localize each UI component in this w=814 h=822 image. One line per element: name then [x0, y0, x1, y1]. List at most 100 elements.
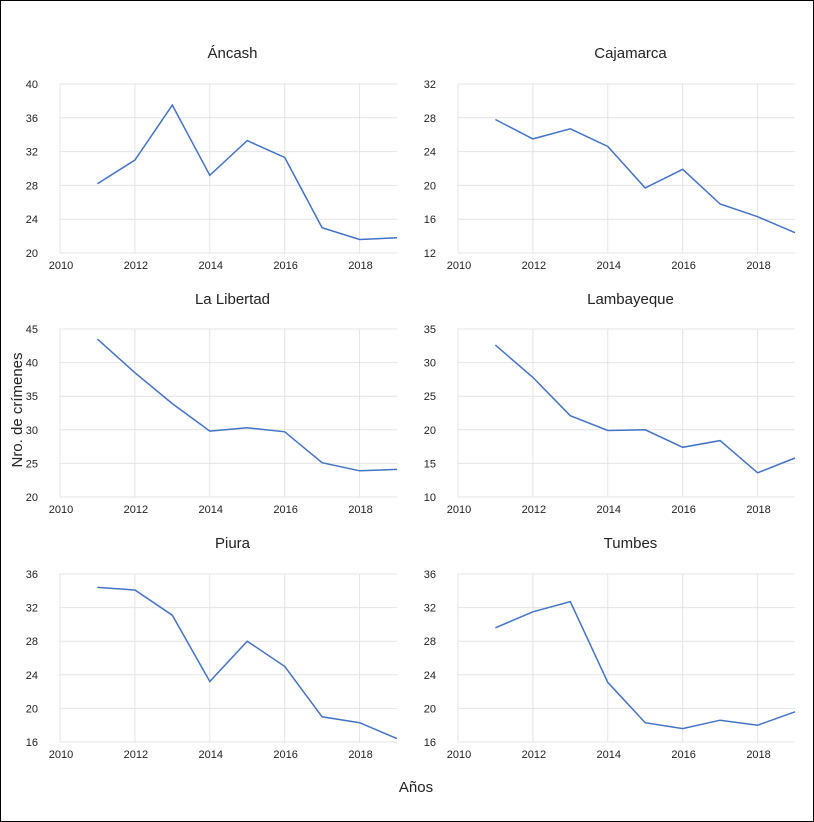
x-tick-label: 2010 — [49, 749, 73, 761]
series-line — [495, 118, 796, 234]
data-point — [532, 138, 534, 140]
y-tick-label: 20 — [424, 703, 436, 715]
x-tick-label: 2014 — [597, 260, 621, 272]
panel-title: Tumbes — [604, 535, 658, 552]
y-tick-label: 24 — [424, 147, 436, 159]
data-point — [607, 681, 609, 683]
series-line — [97, 103, 398, 241]
data-point — [283, 431, 285, 433]
y-tick-label: 45 — [26, 324, 38, 336]
y-tick-label: 28 — [424, 113, 436, 125]
x-tick-label: 2014 — [597, 504, 621, 516]
y-tick-label: 32 — [26, 603, 38, 615]
data-point — [321, 226, 323, 228]
x-tick-label: 2018 — [348, 749, 372, 761]
y-tick-label: 28 — [26, 636, 38, 648]
x-tick-label: 2014 — [199, 504, 223, 516]
chart-panel: 12 16 20 24 28 32 2010 2012 2014 2016 2018 Cajamarc… — [424, 45, 796, 272]
data-point — [96, 586, 98, 588]
data-point — [719, 439, 721, 441]
panel-title: Cajamarca — [594, 45, 667, 62]
x-tick-label: 2012 — [522, 749, 546, 761]
data-point — [209, 430, 211, 432]
data-point — [794, 457, 796, 459]
y-tick-label: 30 — [26, 425, 38, 437]
x-tick-label: 2010 — [447, 260, 471, 272]
data-point — [569, 601, 571, 603]
y-tick-label: 35 — [26, 391, 38, 403]
chart-panel: 10 15 20 25 30 35 2010 2012 2014 2016 2018 Lambayeq… — [424, 291, 796, 516]
chart-panel: 16 20 24 28 32 36 2010 2012 2014 2016 2018 Tumbes — [424, 535, 796, 761]
data-point — [134, 371, 136, 373]
y-tick-label: 40 — [26, 358, 38, 370]
y-tick-label: 20 — [26, 248, 38, 260]
y-tick-label: 12 — [424, 248, 436, 260]
x-tick-label: 2018 — [348, 504, 372, 516]
x-tick-label: 2012 — [522, 504, 546, 516]
y-tick-label: 20 — [424, 180, 436, 192]
y-tick-label: 32 — [424, 603, 436, 615]
data-point — [96, 338, 98, 340]
data-point — [321, 716, 323, 718]
y-tick-label: 32 — [26, 147, 38, 159]
data-point — [569, 414, 571, 416]
data-point — [681, 168, 683, 170]
x-tick-label: 2018 — [746, 260, 770, 272]
y-tick-label: 36 — [26, 113, 38, 125]
y-tick-label: 25 — [26, 458, 38, 470]
data-point — [719, 719, 721, 721]
series-line — [494, 344, 796, 474]
data-point — [607, 145, 609, 147]
data-point — [794, 711, 796, 713]
x-tick-label: 2016 — [671, 260, 695, 272]
y-tick-label: 16 — [424, 214, 436, 226]
data-point — [532, 376, 534, 378]
data-point — [494, 627, 496, 629]
data-point — [532, 611, 534, 613]
data-point — [756, 215, 758, 217]
y-tick-label: 24 — [26, 670, 38, 682]
x-tick-label: 2014 — [199, 749, 223, 761]
x-axis-title: Años — [399, 779, 433, 796]
x-tick-label: 2018 — [348, 260, 372, 272]
x-tick-label: 2018 — [746, 749, 770, 761]
data-point — [134, 159, 136, 161]
data-point — [396, 468, 398, 470]
data-point — [644, 187, 646, 189]
y-tick-label: 30 — [424, 358, 436, 370]
data-point — [644, 429, 646, 431]
x-tick-label: 2012 — [522, 260, 546, 272]
data-point — [171, 104, 173, 106]
data-point — [719, 203, 721, 205]
data-point — [246, 427, 248, 429]
x-tick-label: 2012 — [124, 504, 148, 516]
data-point — [283, 665, 285, 667]
y-tick-label: 28 — [26, 180, 38, 192]
panel-title: La Libertad — [195, 291, 270, 308]
y-tick-label: 35 — [424, 324, 436, 336]
data-point — [644, 721, 646, 723]
series-line — [97, 586, 398, 740]
data-point — [494, 118, 496, 120]
x-tick-label: 2010 — [447, 504, 471, 516]
data-point — [134, 589, 136, 591]
x-tick-label: 2016 — [671, 749, 695, 761]
x-tick-label: 2010 — [49, 504, 73, 516]
x-tick-label: 2012 — [124, 749, 148, 761]
x-tick-label: 2016 — [671, 504, 695, 516]
data-point — [794, 232, 796, 234]
data-point — [246, 139, 248, 141]
data-point — [246, 640, 248, 642]
y-tick-label: 15 — [424, 458, 436, 470]
y-tick-label: 40 — [26, 79, 38, 91]
data-point — [756, 472, 758, 474]
data-point — [171, 402, 173, 404]
data-point — [358, 238, 360, 240]
x-tick-label: 2016 — [273, 749, 297, 761]
x-tick-label: 2014 — [199, 260, 223, 272]
panel-title: Piura — [215, 535, 251, 552]
x-tick-label: 2010 — [447, 749, 471, 761]
data-point — [283, 156, 285, 158]
data-point — [321, 462, 323, 464]
